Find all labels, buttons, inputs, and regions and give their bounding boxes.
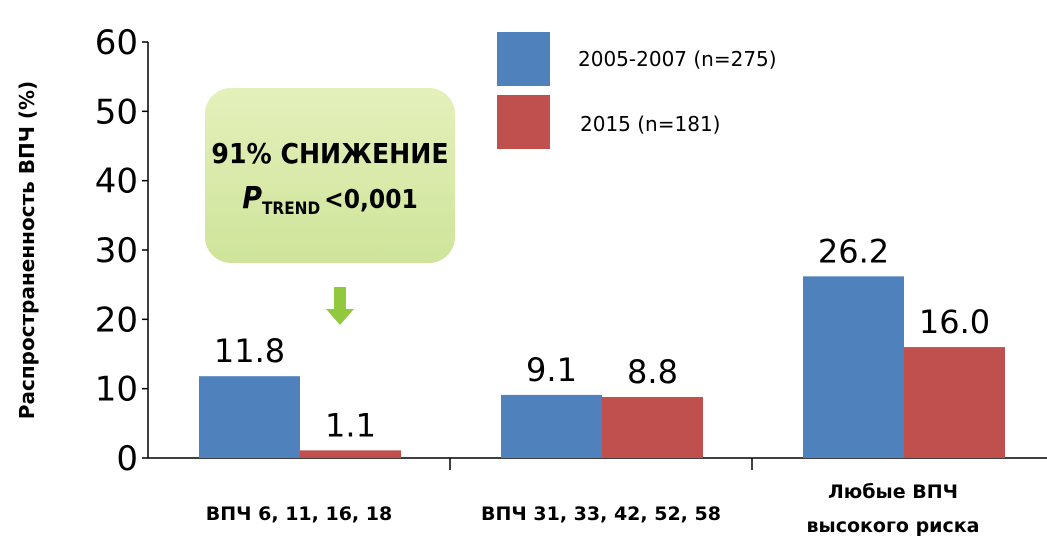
legend-label: 2015 (n=181) — [580, 112, 720, 136]
annotation-text: 91% СНИЖЕНИЕ — [211, 137, 448, 170]
bar — [602, 396, 703, 458]
y-tick-label: 0 — [116, 439, 138, 479]
y-tick-label: 50 — [95, 92, 138, 132]
y-tick-label: 10 — [95, 370, 138, 410]
annotation-box — [205, 88, 455, 263]
y-tick-label: 20 — [95, 300, 138, 340]
y-tick-label: 60 — [95, 23, 138, 63]
x-tick-label: ВПЧ 6, 11, 16, 18 — [205, 503, 393, 525]
bar — [300, 450, 401, 458]
legend-label: 2005-2007 (n=275) — [578, 47, 777, 71]
bar — [803, 276, 904, 458]
legend-swatch — [497, 95, 550, 149]
value-label: 11.8 — [214, 332, 285, 370]
annotation-p: PTREND <0,001 — [242, 181, 418, 219]
bar — [904, 347, 1005, 458]
p-sub: TREND — [262, 199, 320, 219]
value-label: 26.2 — [818, 232, 889, 270]
legend-swatch — [497, 32, 550, 86]
y-tick-label: 30 — [95, 231, 138, 271]
p-letter: P — [242, 181, 262, 216]
bar — [199, 376, 300, 458]
value-label: 16.0 — [919, 303, 990, 341]
x-tick-label: ВПЧ 31, 33, 42, 52, 58 — [481, 503, 721, 525]
arrow — [326, 287, 354, 325]
x-tick-label: Любые ВПЧ высокого риска — [806, 481, 980, 537]
value-label: 1.1 — [325, 406, 376, 444]
p-value: <0,001 — [324, 185, 418, 215]
y-tick-label: 40 — [95, 162, 138, 202]
value-label: 8.8 — [627, 353, 678, 391]
bar — [501, 394, 602, 458]
value-label: 9.1 — [526, 351, 577, 389]
y-axis-label: Распространенность ВПЧ (%) — [15, 81, 39, 419]
